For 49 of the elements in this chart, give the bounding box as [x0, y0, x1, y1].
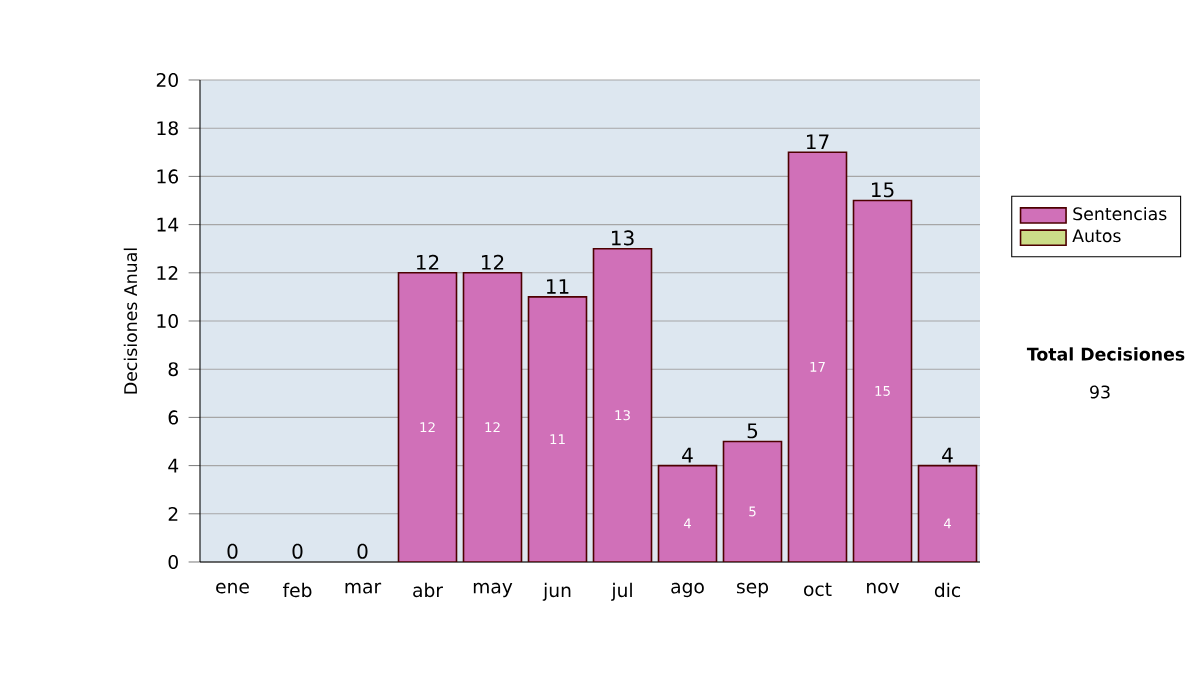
legend-label: Autos: [1072, 229, 1121, 243]
x-tick-label: dic: [934, 582, 961, 598]
total-label: 4: [942, 447, 953, 463]
y-tick-label: 16: [157, 169, 179, 184]
total-label: 13: [612, 230, 634, 246]
bar: [917, 464, 978, 562]
bar: [462, 272, 523, 562]
x-tick-label: jun: [542, 582, 571, 601]
y-tick-label: 2: [168, 506, 178, 521]
y-tick-label: 14: [157, 217, 179, 232]
bar: [592, 247, 653, 562]
total-label: 12: [417, 254, 439, 270]
x-tick-label: nov: [867, 582, 900, 594]
y-tick-label: 0: [168, 554, 178, 570]
y-tick-label: 8: [168, 362, 178, 377]
total-label: 11: [546, 279, 569, 294]
total-label: 12: [482, 254, 504, 270]
bar: [722, 440, 783, 562]
text: 93: [1090, 385, 1110, 399]
y-tick-label: 12: [157, 265, 178, 280]
x-tick-label: abr: [413, 582, 443, 598]
y-tick-label: 20: [156, 72, 178, 88]
total-label: 0: [292, 543, 303, 559]
x-tick-label: sep: [736, 582, 769, 598]
x-tick-label: may: [473, 582, 513, 598]
text: Total Decisiones: [1026, 347, 1185, 361]
x-tick-label: jul: [611, 582, 632, 601]
x-tick-label: oct: [804, 582, 832, 597]
x-tick-label: mar: [345, 582, 382, 594]
bar: [527, 296, 588, 562]
total-label: 5: [747, 423, 758, 439]
total-label: 17: [807, 134, 829, 150]
legend-label: Sentencias: [1073, 206, 1167, 221]
y-tick-label: 6: [168, 410, 179, 425]
y-axis-title: Decisiones Anual: [123, 248, 138, 394]
x-tick-label: ene: [216, 582, 249, 594]
total-label: 15: [872, 182, 894, 198]
x-tick-label: ago: [671, 582, 704, 598]
bar: [787, 151, 848, 562]
x-tick-label: feb: [282, 582, 312, 598]
bar: [397, 272, 458, 562]
bar: [852, 199, 913, 562]
y-tick-label: 18: [157, 121, 178, 136]
total-label: 4: [682, 447, 693, 463]
total-label: 0: [357, 543, 368, 559]
bar: [657, 464, 718, 562]
total-label: 0: [227, 543, 238, 559]
y-tick-label: 10: [157, 313, 178, 329]
y-tick-label: 4: [168, 458, 179, 473]
